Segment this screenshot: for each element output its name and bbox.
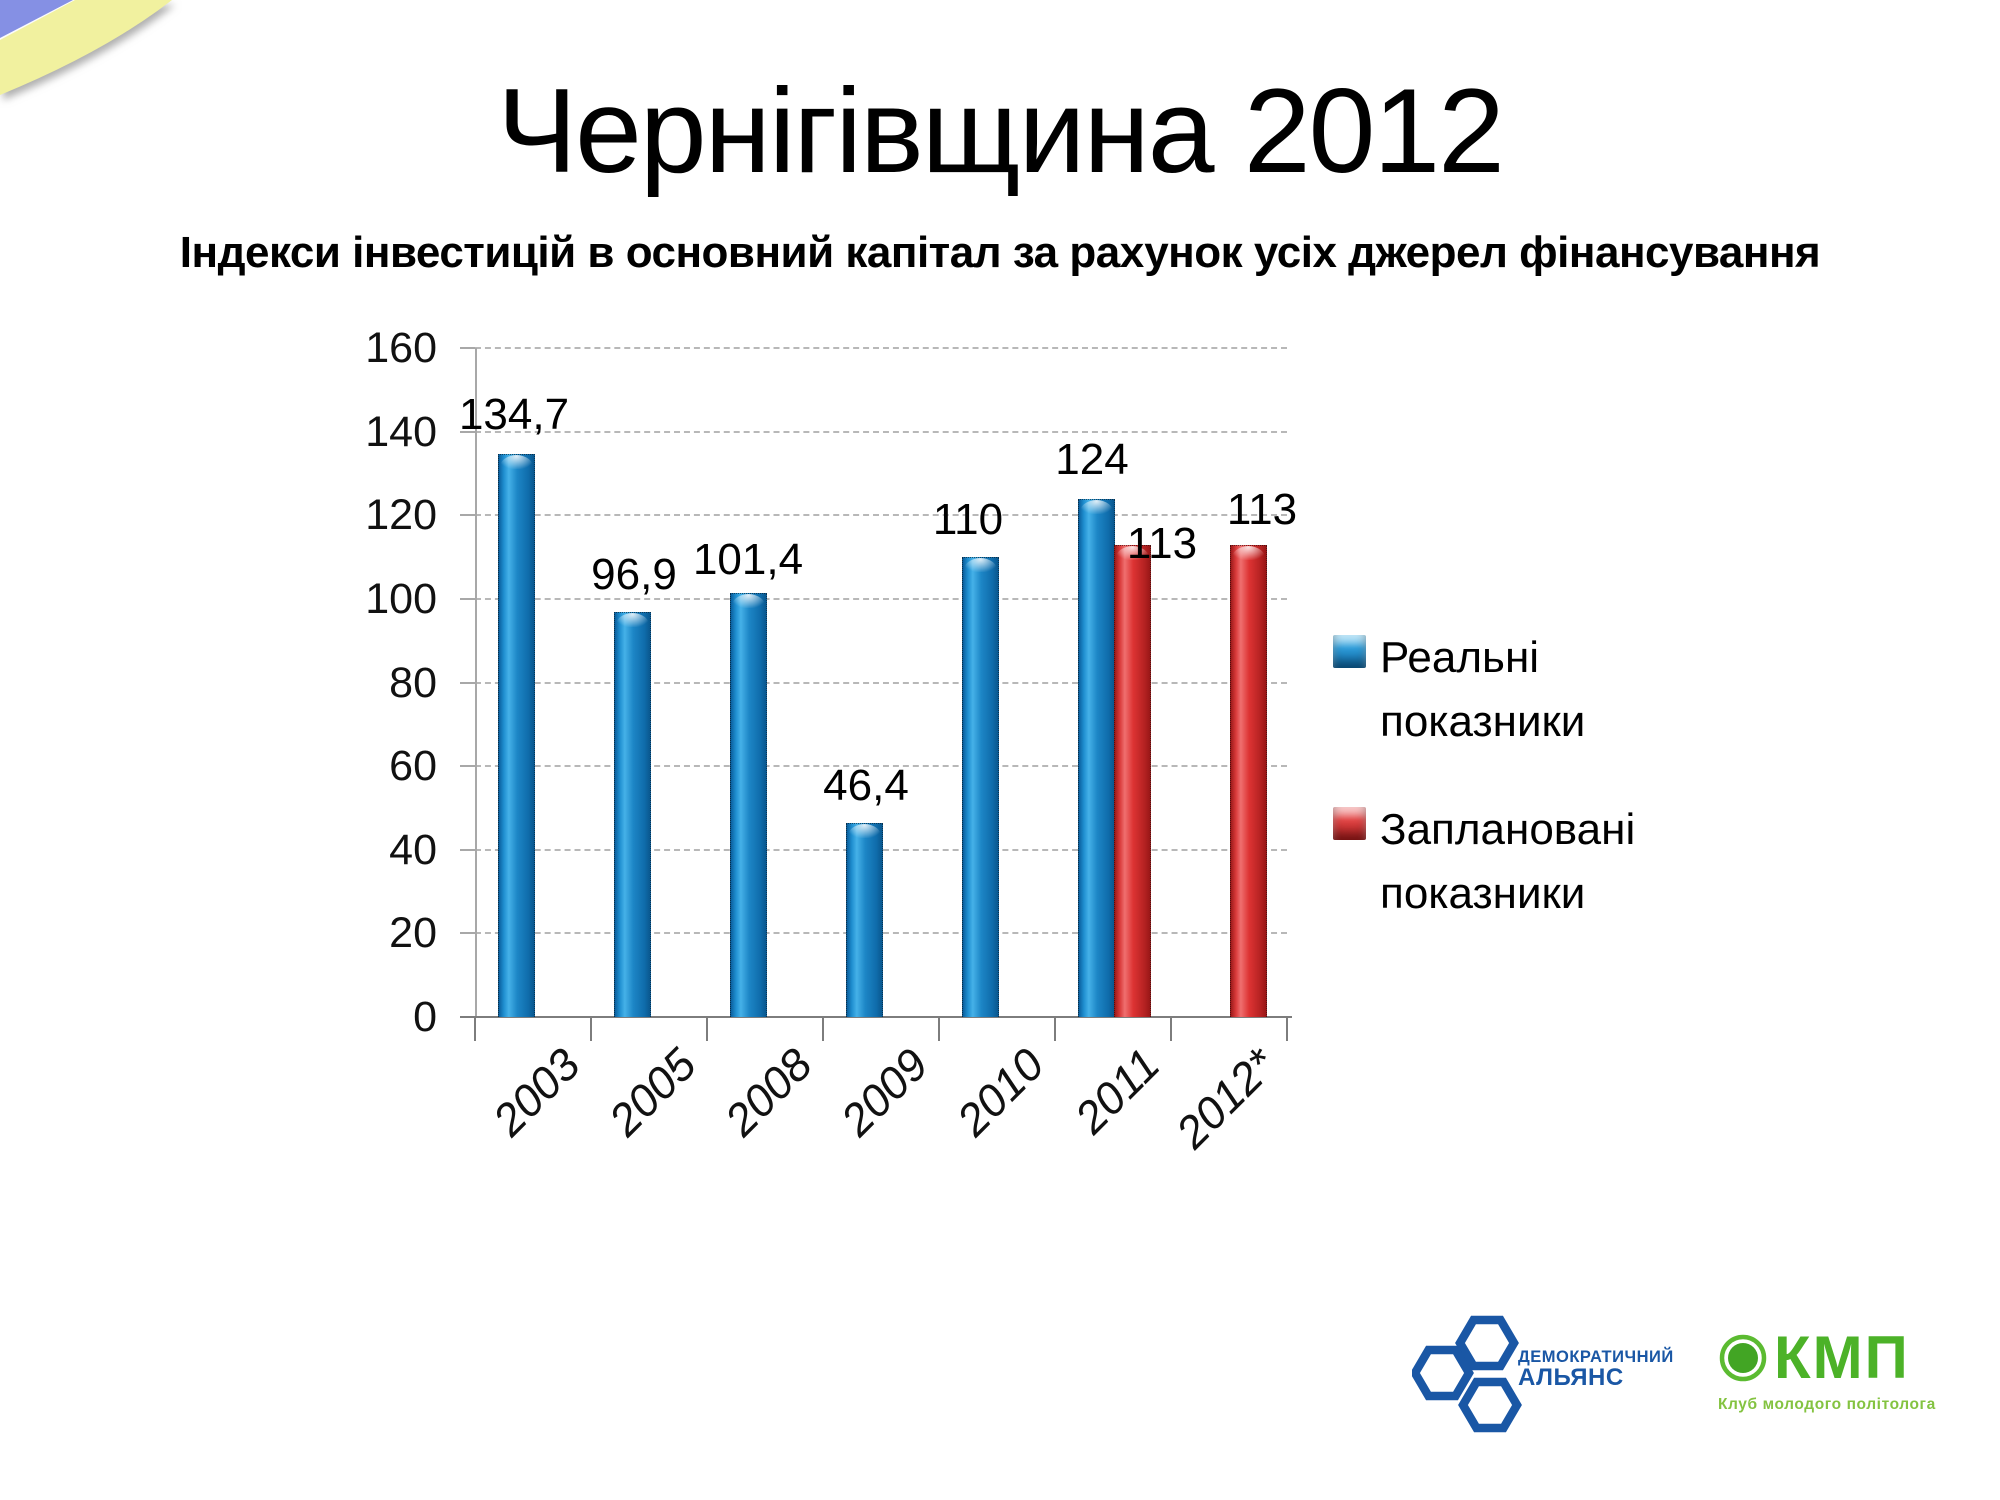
x-axis-tick — [474, 1017, 476, 1041]
y-axis-label: 20 — [389, 909, 437, 958]
y-axis-tick — [460, 430, 475, 433]
kmp-logo-tagline: Клуб молодого політолога — [1718, 1396, 1936, 1413]
value-label: 124 — [1055, 434, 1129, 484]
kmp-circle-icon — [1719, 1334, 1767, 1382]
value-label: 113 — [1126, 518, 1198, 568]
legend-swatch-real-icon — [1333, 635, 1366, 668]
legend-label-real: Реальні показники — [1380, 633, 1586, 746]
x-axis-tick — [938, 1017, 940, 1041]
y-axis-label: 100 — [365, 574, 437, 623]
bar-2010-real — [962, 557, 999, 1017]
legend-label-planned: Заплановані показники — [1380, 805, 1636, 918]
page-subtitle: Індекси інвестицій в основний капітал за… — [179, 228, 1821, 277]
value-label: 96,9 — [591, 549, 677, 599]
democratic-alliance-logo: ДЕМОКРАТИЧНИЙ АЛЬЯНС — [1410, 1298, 1712, 1448]
x-axis-label-2003: 2003 — [482, 1038, 590, 1146]
x-axis-tick — [590, 1017, 592, 1041]
y-axis-tick — [460, 765, 475, 768]
kmp-logo: КМП Клуб молодого політолога — [1718, 1328, 1978, 1414]
y-axis-tick — [460, 514, 475, 517]
y-axis-tick — [460, 681, 475, 684]
da-logo-line2: АЛЬЯНС — [1518, 1364, 1624, 1391]
x-axis-tick — [1286, 1017, 1288, 1041]
value-label: 134,7 — [458, 389, 570, 439]
y-axis-label: 60 — [389, 742, 437, 791]
value-label: 101,4 — [692, 535, 804, 585]
bar-2011-planned — [1114, 544, 1151, 1017]
da-logo-line1: ДЕМОКРАТИЧНИЙ — [1518, 1348, 1674, 1366]
y-axis-label: 40 — [389, 825, 437, 874]
value-label: 46,4 — [823, 760, 909, 810]
y-axis-tick — [460, 597, 475, 600]
page-title: Чернігівщина 2012 — [497, 64, 1505, 198]
x-axis-tick — [1054, 1017, 1056, 1041]
y-gridline — [475, 430, 1287, 433]
y-gridline — [475, 514, 1287, 517]
bar-2011-real — [1078, 498, 1115, 1017]
legend-item-real: Реальні показники — [1333, 626, 1670, 754]
x-axis-label-2010: 2010 — [946, 1038, 1054, 1146]
x-axis-tick — [822, 1017, 824, 1041]
x-axis-tick — [1170, 1017, 1172, 1041]
bar-2012-planned — [1230, 544, 1267, 1017]
y-gridline — [475, 347, 1287, 349]
y-gridline — [475, 765, 1287, 768]
corner-ribbon-decoration — [0, 0, 172, 95]
corner-ribbon-blue — [0, 0, 73, 38]
x-axis-label-2005: 2005 — [598, 1038, 706, 1146]
y-axis-label: 0 — [413, 993, 437, 1041]
x-axis-line — [460, 1016, 1292, 1018]
kmp-logo-abbr: КМП — [1774, 1324, 1910, 1391]
hexagons-icon — [1410, 1315, 1522, 1433]
y-axis-tick — [460, 932, 475, 935]
x-axis-tick — [706, 1017, 708, 1041]
x-axis-label-2009: 2009 — [830, 1038, 938, 1146]
y-axis-line — [475, 348, 477, 1017]
y-axis-label: 140 — [365, 407, 437, 456]
bar-2005-real — [614, 611, 651, 1017]
x-axis-label-2008: 2008 — [714, 1038, 822, 1146]
bar-2009-real — [846, 822, 883, 1017]
legend-item-planned: Заплановані показники — [1333, 798, 1670, 926]
value-label: 113 — [1226, 484, 1298, 534]
y-gridline — [475, 681, 1287, 684]
bar-2008-real — [730, 593, 767, 1017]
x-axis-label-2012: 2012* — [1166, 1038, 1286, 1158]
bar-2003-real — [498, 453, 535, 1017]
chart-legend: Реальні показники Заплановані показники — [1333, 626, 1670, 970]
y-axis-label: 120 — [365, 491, 437, 540]
y-axis-tick — [460, 347, 475, 349]
x-axis-label-2011: 2011 — [1065, 1038, 1170, 1144]
y-axis-label: 160 — [365, 324, 437, 372]
corner-ribbon-yellow — [0, 0, 172, 95]
y-axis-label: 80 — [389, 658, 437, 707]
value-label: 110 — [932, 495, 1004, 545]
legend-swatch-planned-icon — [1333, 807, 1366, 840]
y-gridline — [475, 597, 1287, 600]
y-axis-tick — [460, 848, 475, 851]
